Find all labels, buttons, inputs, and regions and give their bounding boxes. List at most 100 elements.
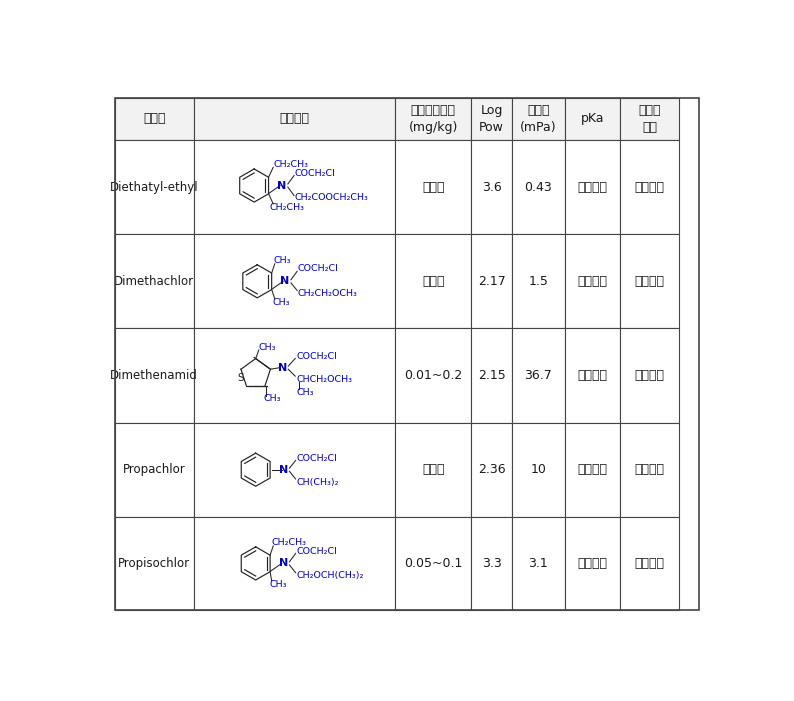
Text: 비해리성: 비해리성 [577,557,607,570]
Bar [620,140,679,234]
Bar [620,98,679,140]
Text: 비해리성: 비해리성 [577,181,607,193]
Bar [620,423,679,517]
Text: Log
Pow: Log Pow [480,104,504,134]
Text: 분자구조: 분자구조 [279,112,310,125]
Text: N: N [279,559,288,569]
Bar [115,234,194,328]
Text: 10: 10 [530,463,546,476]
Bar [115,328,194,423]
Bar [512,517,565,610]
Bar [115,517,194,610]
Text: CH₂CH₃: CH₂CH₃ [273,161,308,170]
Text: 미설정: 미설정 [422,181,445,193]
Text: 2.17: 2.17 [478,275,506,288]
Text: 2.15: 2.15 [478,369,506,382]
Text: 잔류물
정의: 잔류물 정의 [638,104,661,134]
Bar [565,328,620,423]
Text: CH₃: CH₃ [273,256,291,265]
Text: COCH₂Cl: COCH₂Cl [298,264,339,273]
Text: 0.05~0.1: 0.05~0.1 [404,557,462,570]
Text: COCH₂Cl: COCH₂Cl [296,454,337,463]
Text: N: N [280,276,289,286]
Text: COCH₂Cl: COCH₂Cl [296,547,337,556]
Text: N: N [279,465,288,475]
Text: 0.01~0.2: 0.01~0.2 [404,369,462,382]
Bar [620,234,679,328]
Bar [395,234,471,328]
Bar [194,517,395,610]
Bar [565,98,620,140]
Text: 1.5: 1.5 [529,275,549,288]
Text: CH₂COOCH₂CH₃: CH₂COOCH₂CH₃ [295,193,368,203]
Bar [115,140,194,234]
Text: CH₃: CH₃ [297,388,314,397]
Bar [620,517,679,610]
Text: 2.36: 2.36 [478,463,506,476]
Bar [620,328,679,423]
Text: S: S [237,373,244,383]
Bar [565,517,620,610]
Text: CH₂OCH(CH₃)₂: CH₂OCH(CH₃)₂ [296,571,364,580]
Text: 모화합물: 모화합물 [634,557,665,570]
Text: 비해리성: 비해리성 [577,463,607,476]
Text: 3.6: 3.6 [482,181,502,193]
Text: CH₃: CH₃ [258,343,276,351]
Bar [471,140,512,234]
Text: Propachlor: Propachlor [123,463,186,476]
Text: 잔류허용기준
(mg/kg): 잔류허용기준 (mg/kg) [409,104,458,134]
Bar [512,140,565,234]
Bar [471,234,512,328]
Text: CH₂CH₃: CH₂CH₃ [272,538,306,547]
Text: pKa: pKa [580,112,604,125]
Text: 미설정: 미설정 [422,275,445,288]
Bar [395,517,471,610]
Text: CH₂CH₂OCH₃: CH₂CH₂OCH₃ [298,289,358,298]
Bar [115,423,194,517]
Bar [565,423,620,517]
Text: 모화합물: 모화합물 [634,181,665,193]
Text: COCH₂Cl: COCH₂Cl [296,352,337,360]
Bar [512,98,565,140]
Bar [512,328,565,423]
Text: CH₃: CH₃ [269,580,287,590]
Bar [395,423,471,517]
Text: 3.3: 3.3 [482,557,502,570]
Bar [395,328,471,423]
Text: N: N [278,362,287,373]
Bar [194,234,395,328]
Bar [395,140,471,234]
Text: 3.1: 3.1 [529,557,549,570]
Bar [471,517,512,610]
Text: N: N [277,181,287,191]
Text: CH₃: CH₃ [264,394,281,403]
Text: 모화합물: 모화합물 [634,463,665,476]
Bar [512,234,565,328]
Text: Propisochlor: Propisochlor [118,557,191,570]
Bar [471,423,512,517]
Bar [565,140,620,234]
Text: COCH₂Cl: COCH₂Cl [295,169,336,178]
Text: 비해리성: 비해리성 [577,275,607,288]
Text: 모화합물: 모화합물 [634,275,665,288]
Text: 36.7: 36.7 [525,369,553,382]
Text: CH₃: CH₃ [272,298,290,307]
Text: Dimethachlor: Dimethachlor [114,275,195,288]
Text: 증기압
(mPa): 증기압 (mPa) [520,104,557,134]
Bar [565,234,620,328]
Bar [194,328,395,423]
Bar [194,98,395,140]
Text: CHCH₂OCH₃: CHCH₂OCH₃ [296,375,352,383]
Text: 비해리성: 비해리성 [577,369,607,382]
Bar [471,328,512,423]
Bar [395,98,471,140]
Bar [194,423,395,517]
Bar [471,98,512,140]
Text: 미설정: 미설정 [422,463,445,476]
Text: 모화합물: 모화합물 [634,369,665,382]
Text: Dimethenamid: Dimethenamid [110,369,198,382]
Bar [115,98,194,140]
Bar [194,140,395,234]
Text: Diethatyl-ethyl: Diethatyl-ethyl [110,181,198,193]
Text: CH(CH₃)₂: CH(CH₃)₂ [296,477,339,486]
